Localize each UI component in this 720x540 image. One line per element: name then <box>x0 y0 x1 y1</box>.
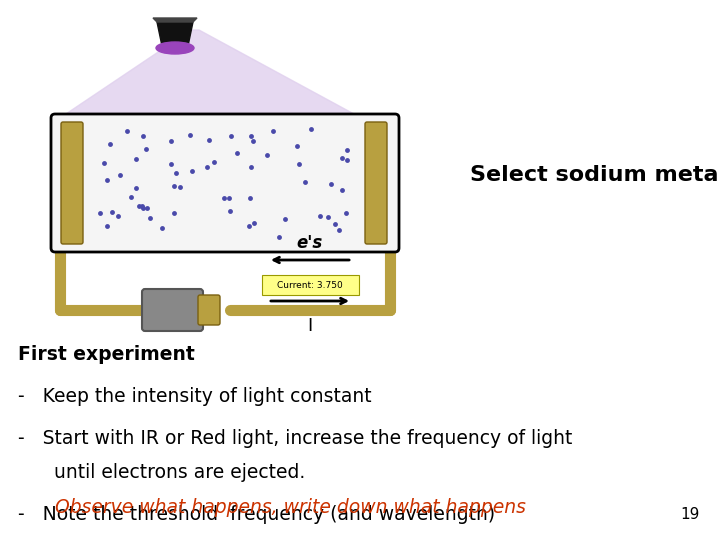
Text: Current: 3.750: Current: 3.750 <box>277 280 343 289</box>
Text: I: I <box>307 317 312 335</box>
Text: Select sodium metal: Select sodium metal <box>470 165 720 185</box>
Polygon shape <box>157 22 193 46</box>
Text: e's: e's <box>297 234 323 252</box>
Text: -   Keep the intensity of light constant: - Keep the intensity of light constant <box>18 387 372 406</box>
FancyBboxPatch shape <box>261 275 359 295</box>
Text: Observe what happens, write down what happens: Observe what happens, write down what ha… <box>55 498 526 517</box>
Text: until electrons are ejected.: until electrons are ejected. <box>18 463 305 482</box>
Text: -   Start with IR or Red light, increase the frequency of light: - Start with IR or Red light, increase t… <box>18 429 572 448</box>
Text: 19: 19 <box>680 507 700 522</box>
FancyBboxPatch shape <box>142 289 203 331</box>
FancyBboxPatch shape <box>365 122 387 244</box>
Polygon shape <box>57 30 365 120</box>
Ellipse shape <box>156 42 194 54</box>
FancyBboxPatch shape <box>61 122 83 244</box>
Text: -   Note the threshold  frequency (and wavelength): - Note the threshold frequency (and wave… <box>18 505 495 524</box>
Text: First experiment: First experiment <box>18 345 194 364</box>
FancyBboxPatch shape <box>51 114 399 252</box>
FancyBboxPatch shape <box>198 295 220 325</box>
Polygon shape <box>153 18 197 22</box>
